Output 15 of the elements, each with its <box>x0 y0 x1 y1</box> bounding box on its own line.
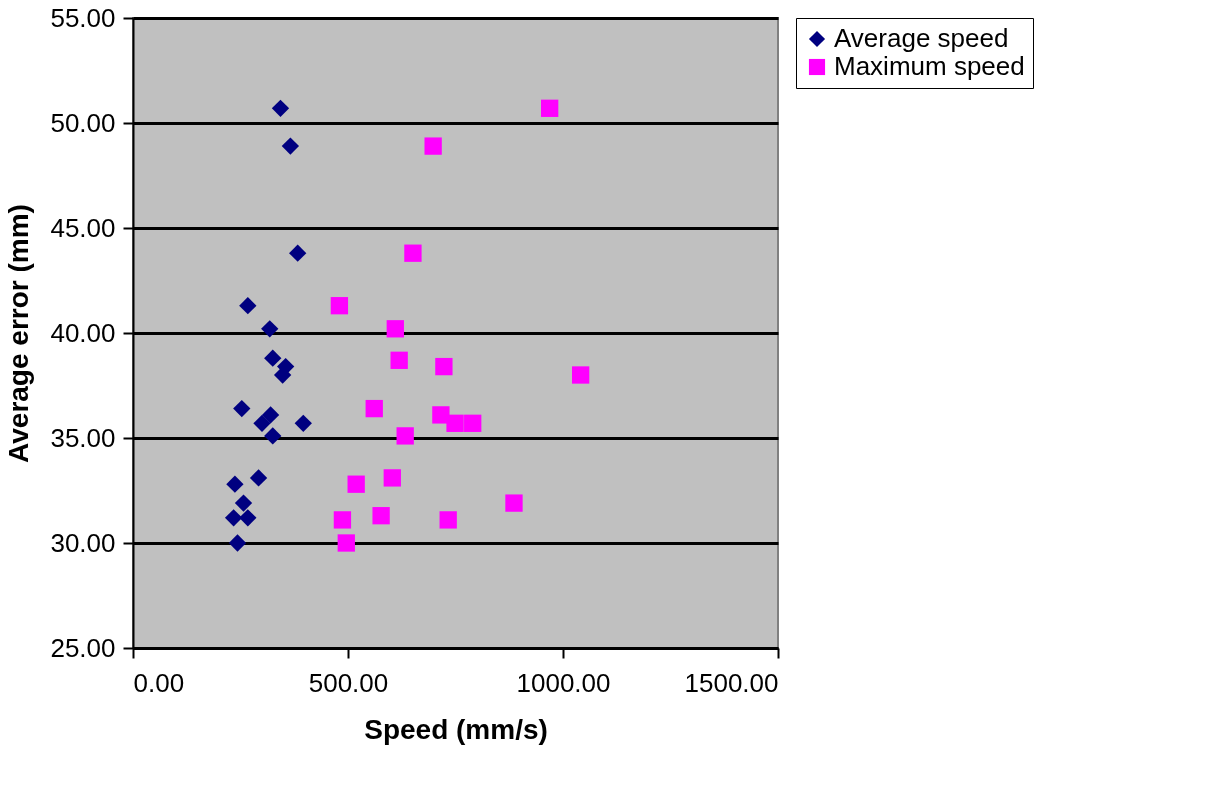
y-tick-label: 55.00 <box>50 2 116 33</box>
x-axis-title: Speed (mm/s) <box>364 713 548 745</box>
x-tick-label: 500.00 <box>308 667 389 698</box>
y-axis-title: Average error (mm) <box>3 204 35 463</box>
y-tick-label: 50.00 <box>50 107 116 138</box>
x-tick-label: 1500.00 <box>684 667 779 698</box>
y-tick-label: 30.00 <box>50 527 116 558</box>
y-tick-label: 35.00 <box>50 422 116 453</box>
x-tick-label: 0.00 <box>133 667 185 698</box>
legend-label: Maximum speed <box>834 51 1025 81</box>
y-tick-label: 25.00 <box>50 632 116 663</box>
legend-label: Average speed <box>834 23 1009 53</box>
y-tick-label: 45.00 <box>50 212 116 243</box>
x-tick-label: 1000.00 <box>516 667 611 698</box>
y-tick-label: 40.00 <box>50 317 116 348</box>
